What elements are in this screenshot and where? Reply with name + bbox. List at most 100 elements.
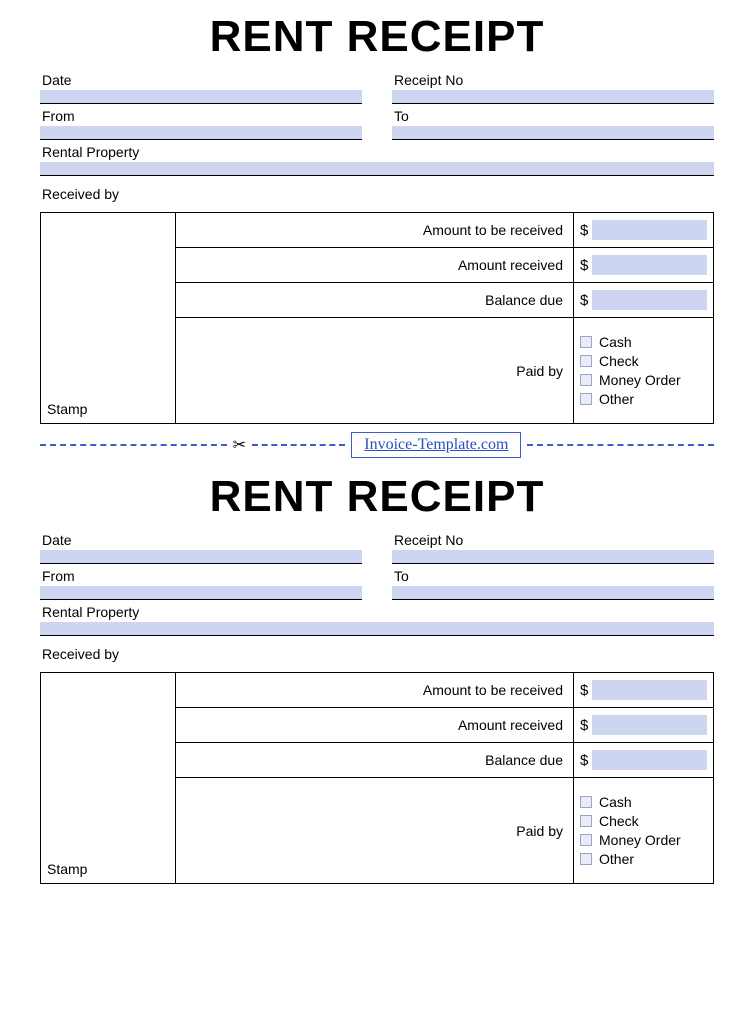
date-label: Date — [40, 532, 362, 548]
row-from-to: From To — [40, 108, 714, 140]
page: RENT RECEIPT Date Receipt No From To Ren… — [0, 0, 754, 890]
amount-received-label: Amount received — [176, 248, 574, 283]
received-by-label: Received by — [42, 186, 714, 202]
receipt-no-input-line[interactable] — [392, 90, 714, 104]
balance-due-value[interactable]: $ — [574, 283, 714, 318]
received-by-label: Received by — [42, 646, 714, 662]
pay-option-money-order[interactable]: Money Order — [580, 372, 707, 388]
receipt-title: RENT RECEIPT — [40, 12, 714, 62]
balance-due-label: Balance due — [176, 283, 574, 318]
amount-table: Stamp Amount to be received $ Amount rec… — [40, 672, 714, 884]
balance-due-label: Balance due — [176, 743, 574, 778]
field-receipt-no: Receipt No — [392, 532, 714, 564]
field-to: To — [392, 108, 714, 140]
paid-by-options: Cash Check Money Order Other — [574, 778, 714, 884]
from-input-line[interactable] — [40, 126, 362, 140]
receipt-no-input-line[interactable] — [392, 550, 714, 564]
stamp-cell: Stamp — [41, 673, 176, 884]
source-link[interactable]: Invoice-Template.com — [351, 432, 521, 458]
checkbox-icon — [580, 834, 592, 846]
value-band — [592, 220, 707, 240]
field-from: From — [40, 568, 362, 600]
amount-to-be-received-label: Amount to be received — [176, 213, 574, 248]
field-to: To — [392, 568, 714, 600]
value-band — [592, 255, 707, 275]
pay-option-money-order[interactable]: Money Order — [580, 832, 707, 848]
value-band — [592, 750, 707, 770]
value-band — [592, 715, 707, 735]
other-label: Other — [599, 851, 634, 867]
field-from: From — [40, 108, 362, 140]
checkbox-icon — [580, 355, 592, 367]
currency-symbol: $ — [580, 257, 588, 274]
dash-right — [527, 444, 714, 446]
pay-option-cash[interactable]: Cash — [580, 334, 707, 350]
checkbox-icon — [580, 815, 592, 827]
field-date: Date — [40, 532, 362, 564]
pay-option-other[interactable]: Other — [580, 851, 707, 867]
pay-option-other[interactable]: Other — [580, 391, 707, 407]
row-date-receiptno: Date Receipt No — [40, 532, 714, 564]
row-from-to: From To — [40, 568, 714, 600]
to-label: To — [392, 108, 714, 124]
currency-symbol: $ — [580, 682, 588, 699]
dash-mid — [252, 444, 345, 446]
checkbox-icon — [580, 393, 592, 405]
checkbox-icon — [580, 374, 592, 386]
check-label: Check — [599, 813, 639, 829]
receipt-title: RENT RECEIPT — [40, 472, 714, 522]
field-date: Date — [40, 72, 362, 104]
cash-label: Cash — [599, 794, 632, 810]
paid-by-options: Cash Check Money Order Other — [574, 318, 714, 424]
scissor-icon: ✂ — [233, 435, 246, 455]
paid-by-label: Paid by — [176, 778, 574, 884]
pay-option-cash[interactable]: Cash — [580, 794, 707, 810]
amount-table: Stamp Amount to be received $ Amount rec… — [40, 212, 714, 424]
currency-symbol: $ — [580, 292, 588, 309]
rental-property-label: Rental Property — [40, 144, 714, 160]
money-order-label: Money Order — [599, 832, 681, 848]
check-label: Check — [599, 353, 639, 369]
rental-property-input-line[interactable] — [40, 162, 714, 176]
money-order-label: Money Order — [599, 372, 681, 388]
value-band — [592, 680, 707, 700]
from-label: From — [40, 108, 362, 124]
date-input-line[interactable] — [40, 550, 362, 564]
amount-received-value[interactable]: $ — [574, 708, 714, 743]
receipt-no-label: Receipt No — [392, 72, 714, 88]
other-label: Other — [599, 391, 634, 407]
dash-left — [40, 444, 227, 446]
date-label: Date — [40, 72, 362, 88]
stamp-label: Stamp — [47, 401, 87, 417]
rental-property-input-line[interactable] — [40, 622, 714, 636]
paid-by-label: Paid by — [176, 318, 574, 424]
field-receipt-no: Receipt No — [392, 72, 714, 104]
date-input-line[interactable] — [40, 90, 362, 104]
currency-symbol: $ — [580, 222, 588, 239]
balance-due-value[interactable]: $ — [574, 743, 714, 778]
receipt-top: RENT RECEIPT Date Receipt No From To Ren… — [0, 0, 754, 430]
checkbox-icon — [580, 796, 592, 808]
currency-symbol: $ — [580, 752, 588, 769]
field-rental-property: Rental Property — [40, 604, 714, 636]
cut-divider: ✂ Invoice-Template.com — [0, 430, 754, 460]
amount-to-be-received-value[interactable]: $ — [574, 213, 714, 248]
pay-option-check[interactable]: Check — [580, 353, 707, 369]
from-input-line[interactable] — [40, 586, 362, 600]
amount-received-label: Amount received — [176, 708, 574, 743]
row-date-receiptno: Date Receipt No — [40, 72, 714, 104]
to-input-line[interactable] — [392, 126, 714, 140]
from-label: From — [40, 568, 362, 584]
receipt-bottom: RENT RECEIPT Date Receipt No From To Ren… — [0, 460, 754, 890]
stamp-label: Stamp — [47, 861, 87, 877]
checkbox-icon — [580, 336, 592, 348]
to-input-line[interactable] — [392, 586, 714, 600]
pay-option-check[interactable]: Check — [580, 813, 707, 829]
amount-to-be-received-value[interactable]: $ — [574, 673, 714, 708]
receipt-no-label: Receipt No — [392, 532, 714, 548]
rental-property-label: Rental Property — [40, 604, 714, 620]
amount-received-value[interactable]: $ — [574, 248, 714, 283]
value-band — [592, 290, 707, 310]
currency-symbol: $ — [580, 717, 588, 734]
amount-to-be-received-label: Amount to be received — [176, 673, 574, 708]
